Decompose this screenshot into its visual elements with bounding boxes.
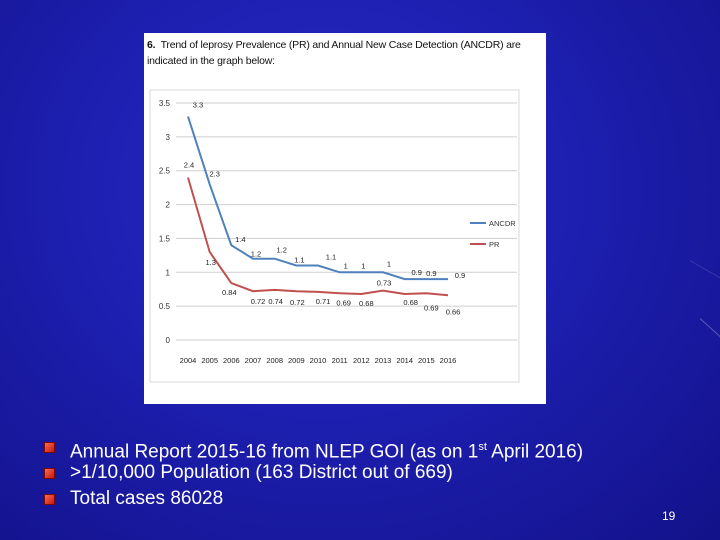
x-tick-label: 2009 <box>288 356 305 365</box>
y-tick-label: 0 <box>166 336 171 345</box>
data-label: 0.9 <box>455 271 465 280</box>
bullet-text: >1/10,000 Population (163 District out o… <box>70 462 453 483</box>
x-tick-label: 2007 <box>245 356 262 365</box>
data-label: 0.72 <box>290 298 305 307</box>
bullet-superscript: st <box>478 441 487 453</box>
data-label: 0.72 <box>251 297 266 306</box>
figure-caption: 6. Trend of leprosy Prevalence (PR) and … <box>147 37 542 69</box>
y-tick-label: 3 <box>166 133 171 142</box>
y-tick-label: 2.5 <box>159 167 171 176</box>
figure-number: 6. <box>147 39 156 51</box>
chart-figure: 6. Trend of leprosy Prevalence (PR) and … <box>144 33 546 404</box>
data-label: 1.1 <box>326 253 336 262</box>
data-label: 1 <box>361 261 365 270</box>
data-label: 1 <box>344 261 348 270</box>
data-label: 0.68 <box>403 298 418 307</box>
x-tick-label: 2016 <box>440 356 457 365</box>
data-label: 0.9 <box>426 269 436 278</box>
bullet-item: >1/10,000 Population (163 District out o… <box>44 460 664 486</box>
data-label: 0.69 <box>336 298 351 307</box>
data-label: 1.1 <box>294 256 304 265</box>
series-line-pr <box>187 177 449 297</box>
data-label: 1.2 <box>251 250 261 259</box>
bullet-item: Annual Report 2015-16 from NLEP GOI (as … <box>44 434 664 462</box>
x-tick-label: 2015 <box>418 356 435 365</box>
bullet-text: Annual Report 2015-16 from NLEP GOI (as … <box>70 434 583 465</box>
y-tick-label: 3.5 <box>159 99 171 108</box>
data-label: 0.71 <box>316 297 331 306</box>
data-label: 0.84 <box>222 288 237 297</box>
data-label: 1.2 <box>276 246 286 255</box>
data-label: 0.68 <box>359 299 374 308</box>
y-tick-label: 1.5 <box>159 234 171 243</box>
x-tick-label: 2008 <box>266 356 283 365</box>
data-label: 0.9 <box>411 268 421 277</box>
bullet-text-main: Annual Report 2015-16 from NLEP GOI (as … <box>70 441 479 463</box>
bullet-text-tail: April 2016) <box>486 441 584 463</box>
data-label: 2.3 <box>209 169 219 178</box>
series-line-ancdr <box>187 116 448 281</box>
data-label: 1.4 <box>235 235 245 244</box>
bullet-marker <box>44 442 55 453</box>
x-tick-label: 2013 <box>375 356 392 365</box>
legend-label: PR <box>489 240 500 249</box>
chart-frame <box>149 89 520 383</box>
data-label: 1 <box>387 259 391 268</box>
data-label: 3.3 <box>193 101 203 110</box>
y-tick-label: 0.5 <box>159 302 171 311</box>
x-tick-label: 2014 <box>396 356 413 365</box>
data-label: 1.3 <box>205 258 215 267</box>
x-tick-label: 2006 <box>223 356 240 365</box>
y-tick-label: 1 <box>166 268 171 277</box>
data-label: 0.69 <box>424 303 439 312</box>
bullet-list: Annual Report 2015-16 from NLEP GOI (as … <box>44 434 664 512</box>
line-chart: 0 0.5 1 1.5 2 2.5 3 3.5 2004 2005 2006 2007 2008 2009… <box>149 89 520 383</box>
bullet-item: Total cases 86028 <box>44 486 664 512</box>
data-label: 0.74 <box>268 297 283 306</box>
x-tick-label: 2011 <box>332 356 348 365</box>
bullet-text: Total cases 86028 <box>70 488 224 509</box>
x-tick-label: 2012 <box>353 356 370 365</box>
data-label: 2.4 <box>184 160 194 169</box>
data-label: 0.73 <box>377 279 392 288</box>
x-tick-label: 2005 <box>201 356 218 365</box>
bullet-marker <box>44 468 55 479</box>
figure-caption-text: Trend of leprosy Prevalence (PR) and Ann… <box>147 39 521 67</box>
page-number: 19 <box>662 509 676 523</box>
y-tick-label: 2 <box>166 201 171 210</box>
data-label: 0.66 <box>446 307 461 316</box>
legend-label: ANCDR <box>489 219 516 228</box>
x-tick-label: 2010 <box>310 356 327 365</box>
x-tick-label: 2004 <box>180 356 197 365</box>
bullet-marker <box>44 494 55 505</box>
